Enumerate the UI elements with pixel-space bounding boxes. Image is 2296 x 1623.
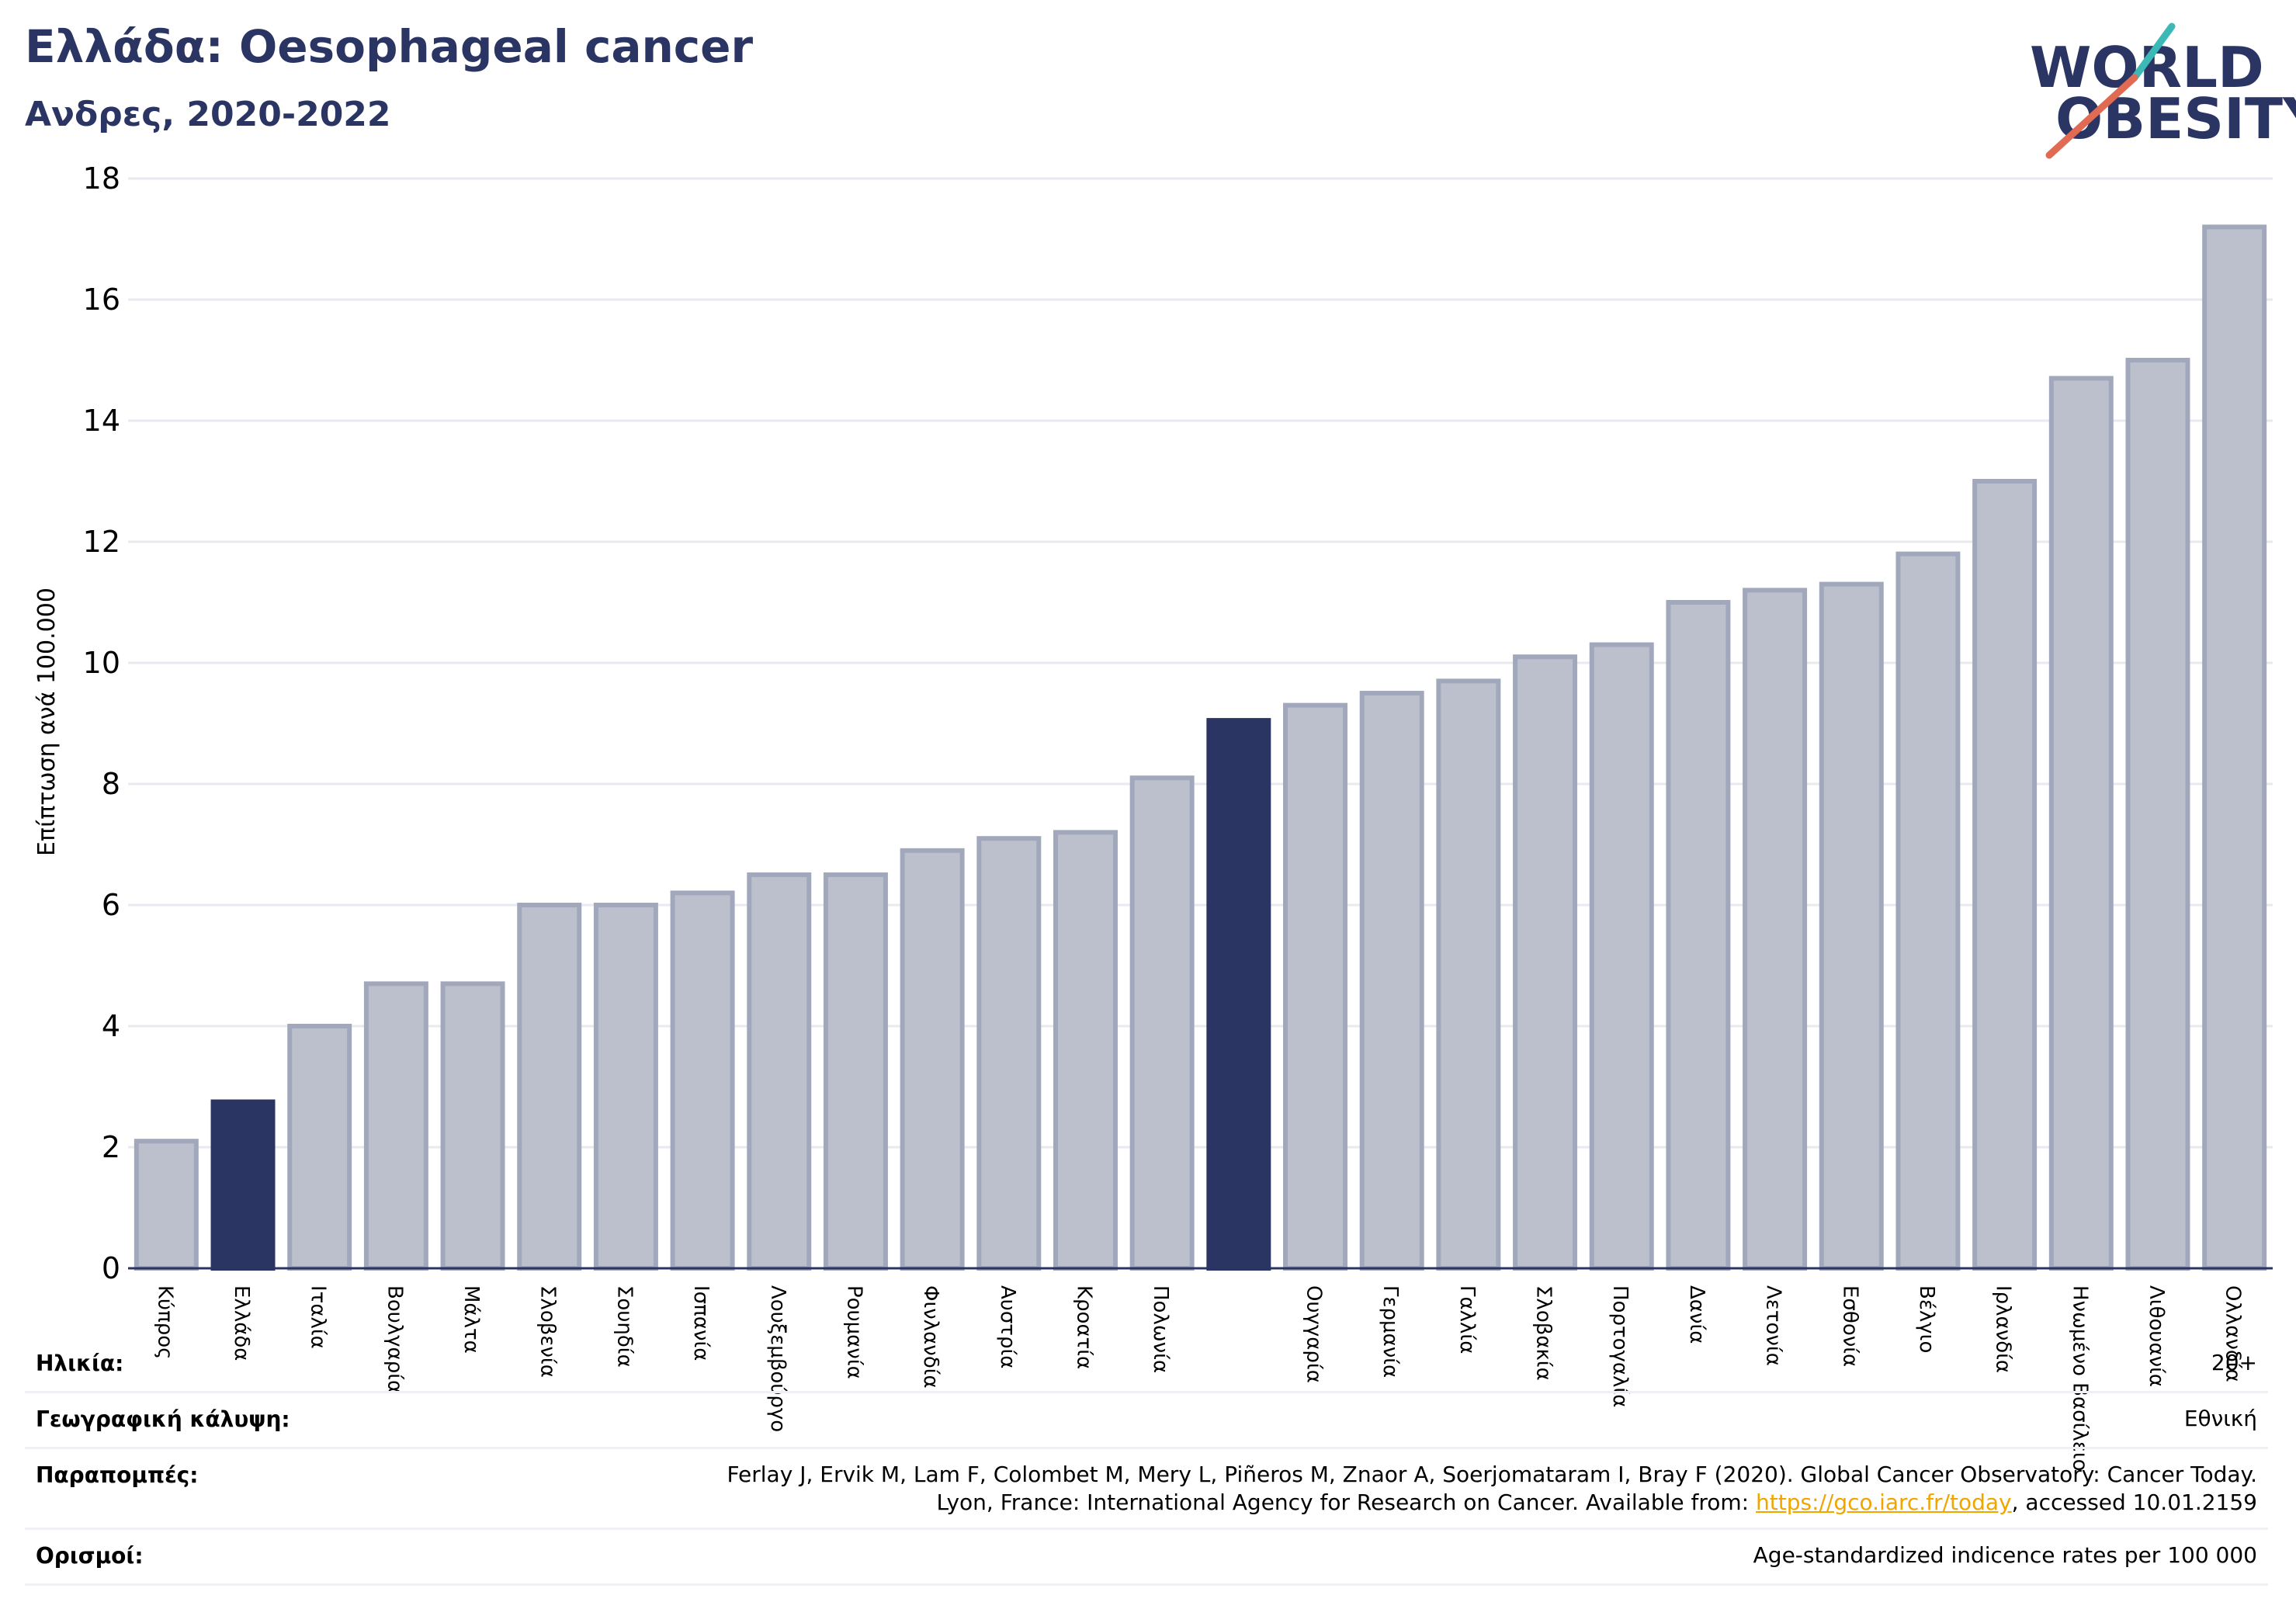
bar — [440, 981, 505, 1271]
info-row-references: Παραπομπές: Ferlay J, Ervik M, Lam F, Co… — [25, 1447, 2268, 1530]
info-row-geo: Γεωγραφική κάλυψη: Εθνική — [25, 1391, 2268, 1449]
bar — [1819, 581, 1884, 1271]
x-tick-label: Βέλγιο — [1915, 1285, 1938, 1353]
bar — [1129, 775, 1195, 1271]
bar — [670, 890, 735, 1271]
x-tick-label: Ισπανία — [689, 1285, 713, 1361]
bar — [2125, 358, 2190, 1271]
x-tick-label: Σουηδία — [612, 1285, 636, 1368]
x-tick-label: Λετονία — [1762, 1285, 1785, 1366]
x-tick-label: Μάλτα — [460, 1285, 483, 1354]
bar — [2048, 376, 2114, 1271]
x-tick-label: Κροατία — [1072, 1285, 1095, 1369]
bar — [1283, 702, 1348, 1271]
y-tick-label: 14 — [83, 404, 120, 438]
bar — [363, 981, 428, 1271]
references-line-1: Ferlay J, Ervik M, Lam F, Colombet M, Me… — [727, 1462, 2257, 1487]
references-line-2-pre: Lyon, France: International Agency for R… — [936, 1489, 1756, 1515]
y-tick-label: 4 — [102, 1009, 120, 1043]
bar — [1589, 642, 1654, 1271]
bar — [1053, 830, 1118, 1271]
x-tick-label: Ιταλία — [307, 1285, 330, 1349]
references-line-2-post: , accessed 10.01.2159 — [2011, 1489, 2257, 1515]
geo-label: Γεωγραφική κάλυψη: — [36, 1406, 290, 1432]
y-tick-label: 12 — [83, 525, 120, 559]
bar — [517, 903, 582, 1271]
x-tick-label: Σλοβακία — [1532, 1285, 1556, 1381]
x-tick-label: Ρουμανία — [842, 1285, 865, 1379]
page-title: Ελλάδα: Oesophageal cancer — [25, 20, 754, 73]
bar — [2202, 224, 2267, 1271]
x-tick-label: Κύπρος — [153, 1285, 176, 1359]
age-label: Ηλικία: — [36, 1351, 124, 1376]
y-tick-label: 16 — [83, 283, 120, 317]
bar — [1666, 600, 1731, 1271]
x-tick-label: Ουγγαρία — [1302, 1285, 1326, 1383]
x-tick-label: Ηνωμένο Βασίλειο — [2068, 1285, 2091, 1472]
bar — [1513, 654, 1578, 1271]
bar — [593, 903, 658, 1271]
references-link[interactable]: https://gco.iarc.fr/today — [1756, 1489, 2012, 1515]
y-tick-label: 6 — [102, 888, 120, 922]
bar — [976, 836, 1042, 1271]
bar — [1743, 588, 1808, 1271]
geo-value: Εθνική — [2183, 1406, 2257, 1431]
y-tick-label: 2 — [102, 1130, 120, 1164]
x-tick-label: Σλοβενία — [536, 1285, 560, 1378]
definitions-value: Age-standardized indicence rates per 100… — [1753, 1542, 2257, 1568]
bar — [900, 848, 965, 1271]
x-tick-label: Ολλανδία — [2221, 1285, 2245, 1382]
references-line-2: Lyon, France: International Agency for R… — [727, 1489, 2257, 1517]
x-tick-label: Γερμανία — [1379, 1285, 1402, 1378]
bar — [134, 1139, 199, 1271]
bars — [134, 224, 2267, 1271]
x-tick-label: Βουλγαρία — [383, 1285, 406, 1393]
y-tick-label: 18 — [83, 161, 120, 196]
bar — [1359, 691, 1424, 1271]
logo-word-world: WORLD — [2030, 35, 2264, 100]
age-value: 20+ — [2211, 1350, 2257, 1375]
bar — [1895, 551, 1961, 1271]
x-tick-label: Πολωνία — [1149, 1285, 1172, 1373]
x-tick-label: Εσθονία — [1838, 1285, 1861, 1367]
x-tick-labels: Κύπρος Ελλάδα Ιταλία Βουλγαρία Μάλτα Σλοβενία… — [153, 1285, 2244, 1472]
info-row-definitions: Ορισμοί: Age-standardized indicence rate… — [25, 1528, 2268, 1586]
definitions-label: Ορισμοί: — [36, 1543, 144, 1569]
x-tick-label: Ιρλανδία — [1992, 1285, 2015, 1373]
x-tick-label: Ελλάδα — [230, 1285, 253, 1361]
logo-slash-red — [2045, 74, 2138, 159]
bar — [823, 872, 888, 1271]
bar — [1206, 718, 1271, 1271]
x-tick-label: Πορτογαλία — [1608, 1285, 1632, 1407]
y-tick-label: 0 — [102, 1251, 120, 1285]
references-label: Παραπομπές: — [36, 1462, 199, 1488]
logo-slash-teal — [2131, 23, 2176, 81]
x-tick-label: Δανία — [1685, 1285, 1708, 1344]
references-text: Ferlay J, Ervik M, Lam F, Colombet M, Me… — [727, 1461, 2257, 1517]
bar — [287, 1024, 352, 1271]
bar — [747, 872, 812, 1271]
y-axis-label: Επίπτωση ανά 100.000 — [33, 588, 61, 856]
bar — [1436, 678, 1501, 1271]
y-tick-labels: 0 2 4 6 8 10 12 14 16 18 — [83, 161, 120, 1285]
y-tick-label: 10 — [83, 646, 120, 680]
x-tick-label: Φινλανδία — [919, 1285, 942, 1389]
logo-word-obesity: OBESITY — [2055, 86, 2296, 151]
page-subtitle: Ανδρες, 2020-2022 — [25, 95, 391, 134]
x-tick-label: Λουξεμβούργο — [766, 1285, 789, 1432]
x-tick-label: Λιθουανία — [2145, 1285, 2168, 1387]
info-row-age: Ηλικία: 20+ — [25, 1335, 2268, 1393]
x-tick-label: Γαλλία — [1455, 1285, 1479, 1354]
y-tick-label: 8 — [102, 767, 120, 801]
world-obesity-logo: WORLD OBESITY — [2030, 23, 2296, 159]
x-tick-label: Αυστρία — [996, 1285, 1019, 1368]
bar — [1972, 479, 2038, 1271]
bar — [210, 1099, 276, 1271]
